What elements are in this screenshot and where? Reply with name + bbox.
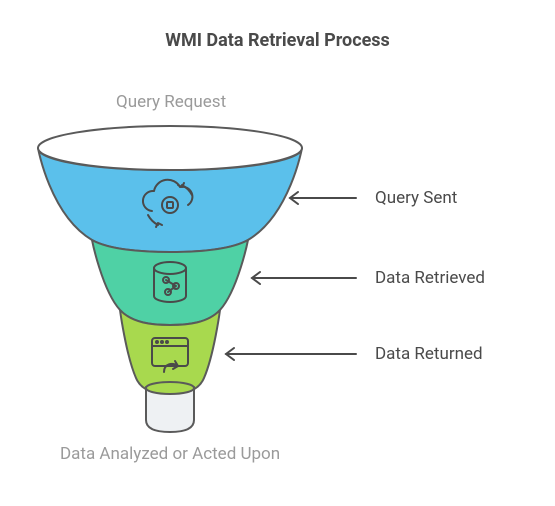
funnel-diagram — [30, 120, 380, 450]
arrow-2 — [252, 272, 356, 284]
stage-label-1: Query Sent — [375, 188, 457, 208]
funnel-stem-rim — [146, 382, 194, 394]
diagram-title: WMI Data Retrieval Process — [0, 30, 555, 51]
stage-label-2: Data Retrieved — [375, 268, 485, 288]
funnel-rim — [38, 126, 302, 170]
arrow-1 — [290, 192, 356, 204]
top-label: Query Request — [116, 92, 226, 112]
stage-label-3: Data Returned — [375, 344, 483, 364]
arrow-3 — [226, 348, 356, 360]
